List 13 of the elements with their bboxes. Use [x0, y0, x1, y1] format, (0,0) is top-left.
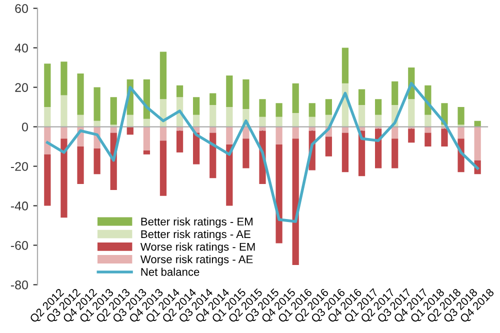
y-tick-label: -80 [10, 280, 28, 290]
y-tick-label: 20 [15, 83, 28, 92]
y-tick-label: 0 [22, 122, 28, 132]
y-tick-label: 40 [14, 44, 28, 52]
y-tick-label: 60 [15, 4, 28, 13]
y-tick-label: -60 [10, 241, 28, 250]
legend-label: Better risk ratings - AE [141, 230, 250, 240]
legend-label: Net balance [141, 268, 200, 276]
y-tick-label: -20 [10, 162, 28, 171]
legend-label: Better risk ratings - EM [141, 217, 252, 228]
legend-label: Worse risk ratings - AE [140, 255, 253, 266]
y-tick-label: -40 [10, 202, 28, 210]
legend-label: Worse risk ratings - EM [140, 242, 255, 253]
